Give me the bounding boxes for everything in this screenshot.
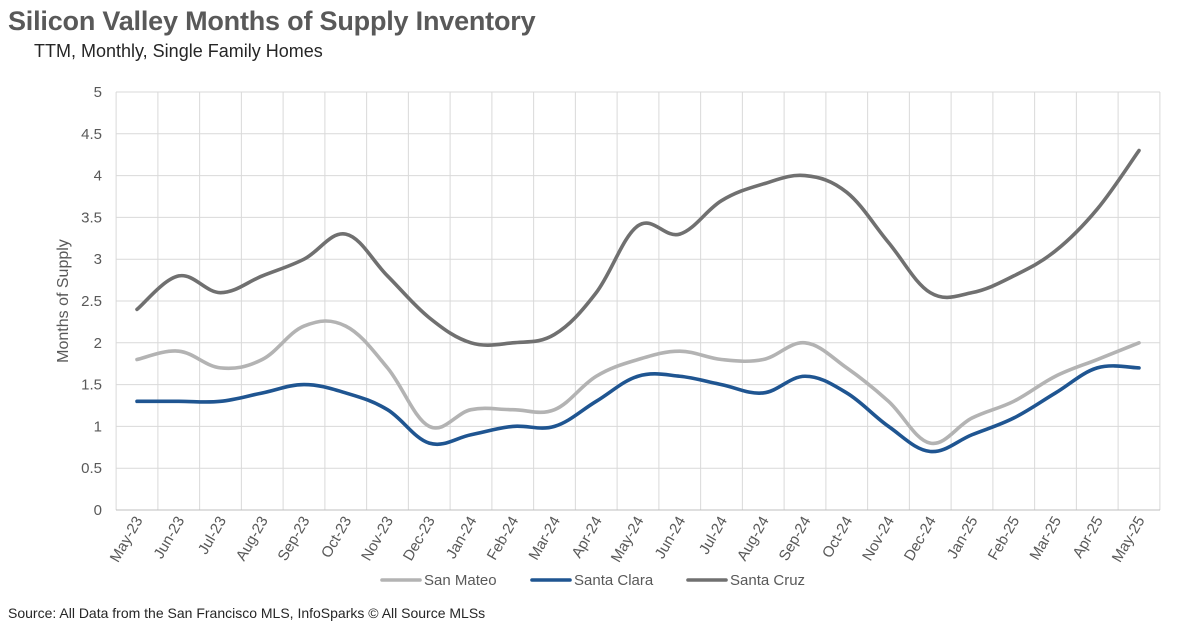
chart-subtitle: TTM, Monthly, Single Family Homes xyxy=(34,41,323,61)
x-tick-label: May-23 xyxy=(107,514,147,566)
legend-label-san-mateo: San Mateo xyxy=(424,572,497,589)
y-tick-label: 0.5 xyxy=(81,460,102,477)
x-tick-label: Aug-23 xyxy=(233,514,272,564)
y-tick-label: 1.5 xyxy=(81,377,102,394)
series-line-san-mateo xyxy=(135,319,1141,446)
y-tick-label: 0 xyxy=(94,502,102,519)
y-tick-label: 2.5 xyxy=(81,293,102,310)
source-note: Source: All Data from the San Francisco … xyxy=(8,605,486,621)
x-tick-label: Sep-24 xyxy=(776,514,815,564)
x-tick-label: Mar-24 xyxy=(525,514,563,564)
y-axis-ticks: 0 0.5 1 1.5 2 2.5 3 3.5 4 4.5 5 xyxy=(81,84,102,519)
line-chart: 0 0.5 1 1.5 2 2.5 3 3.5 4 4.5 5 May-23 Jun-23 Jul-23… xyxy=(55,84,1161,589)
x-tick-label: Feb-25 xyxy=(985,514,1023,564)
chart-title: Silicon Valley Months of Supply Inventor… xyxy=(8,6,536,36)
y-tick-label: 1 xyxy=(94,418,102,435)
x-tick-label: Jan-24 xyxy=(443,514,481,562)
y-axis-label: Months of Supply xyxy=(55,239,72,363)
x-tick-label: Jul-23 xyxy=(195,514,230,558)
x-tick-label: Oct-24 xyxy=(819,514,856,561)
x-axis-ticks: May-23 Jun-23 Jul-23 Aug-23 Sep-23 Oct-23 Nov-… xyxy=(107,514,1149,566)
series-lines xyxy=(135,148,1141,454)
x-tick-label: Mar-25 xyxy=(1026,514,1064,564)
x-tick-label: Jul-24 xyxy=(696,514,731,558)
x-tick-label: Oct-23 xyxy=(318,514,355,561)
y-tick-label: 4.5 xyxy=(81,126,102,143)
x-tick-label: Aug-24 xyxy=(734,514,773,564)
x-tick-label: Dec-23 xyxy=(400,514,439,564)
y-tick-label: 4 xyxy=(94,168,102,185)
x-tick-label: Nov-23 xyxy=(358,514,397,564)
x-tick-label: May-25 xyxy=(1109,514,1149,566)
x-tick-label: Sep-23 xyxy=(275,514,314,564)
x-tick-label: Jun-24 xyxy=(652,514,690,562)
series-line-santa-cruz xyxy=(135,148,1141,347)
legend-label-santa-clara: Santa Clara xyxy=(574,572,654,589)
gridlines xyxy=(115,91,1161,511)
y-tick-label: 5 xyxy=(94,84,102,101)
x-tick-label: Nov-24 xyxy=(859,514,898,564)
x-tick-label: Apr-25 xyxy=(1069,514,1106,561)
x-tick-label: Jan-25 xyxy=(944,514,982,562)
y-tick-label: 2 xyxy=(94,335,102,352)
x-tick-label: Dec-24 xyxy=(901,514,940,564)
legend: San Mateo Santa Clara Santa Cruz xyxy=(380,572,805,589)
y-tick-label: 3.5 xyxy=(81,209,102,226)
x-tick-label: May-24 xyxy=(608,514,648,566)
series-line-santa-clara xyxy=(135,364,1141,454)
x-tick-label: Jun-23 xyxy=(151,514,189,562)
x-tick-label: Apr-24 xyxy=(568,514,605,561)
x-tick-label: Feb-24 xyxy=(484,514,522,564)
legend-label-santa-cruz: Santa Cruz xyxy=(730,572,805,589)
y-tick-label: 3 xyxy=(94,251,102,268)
